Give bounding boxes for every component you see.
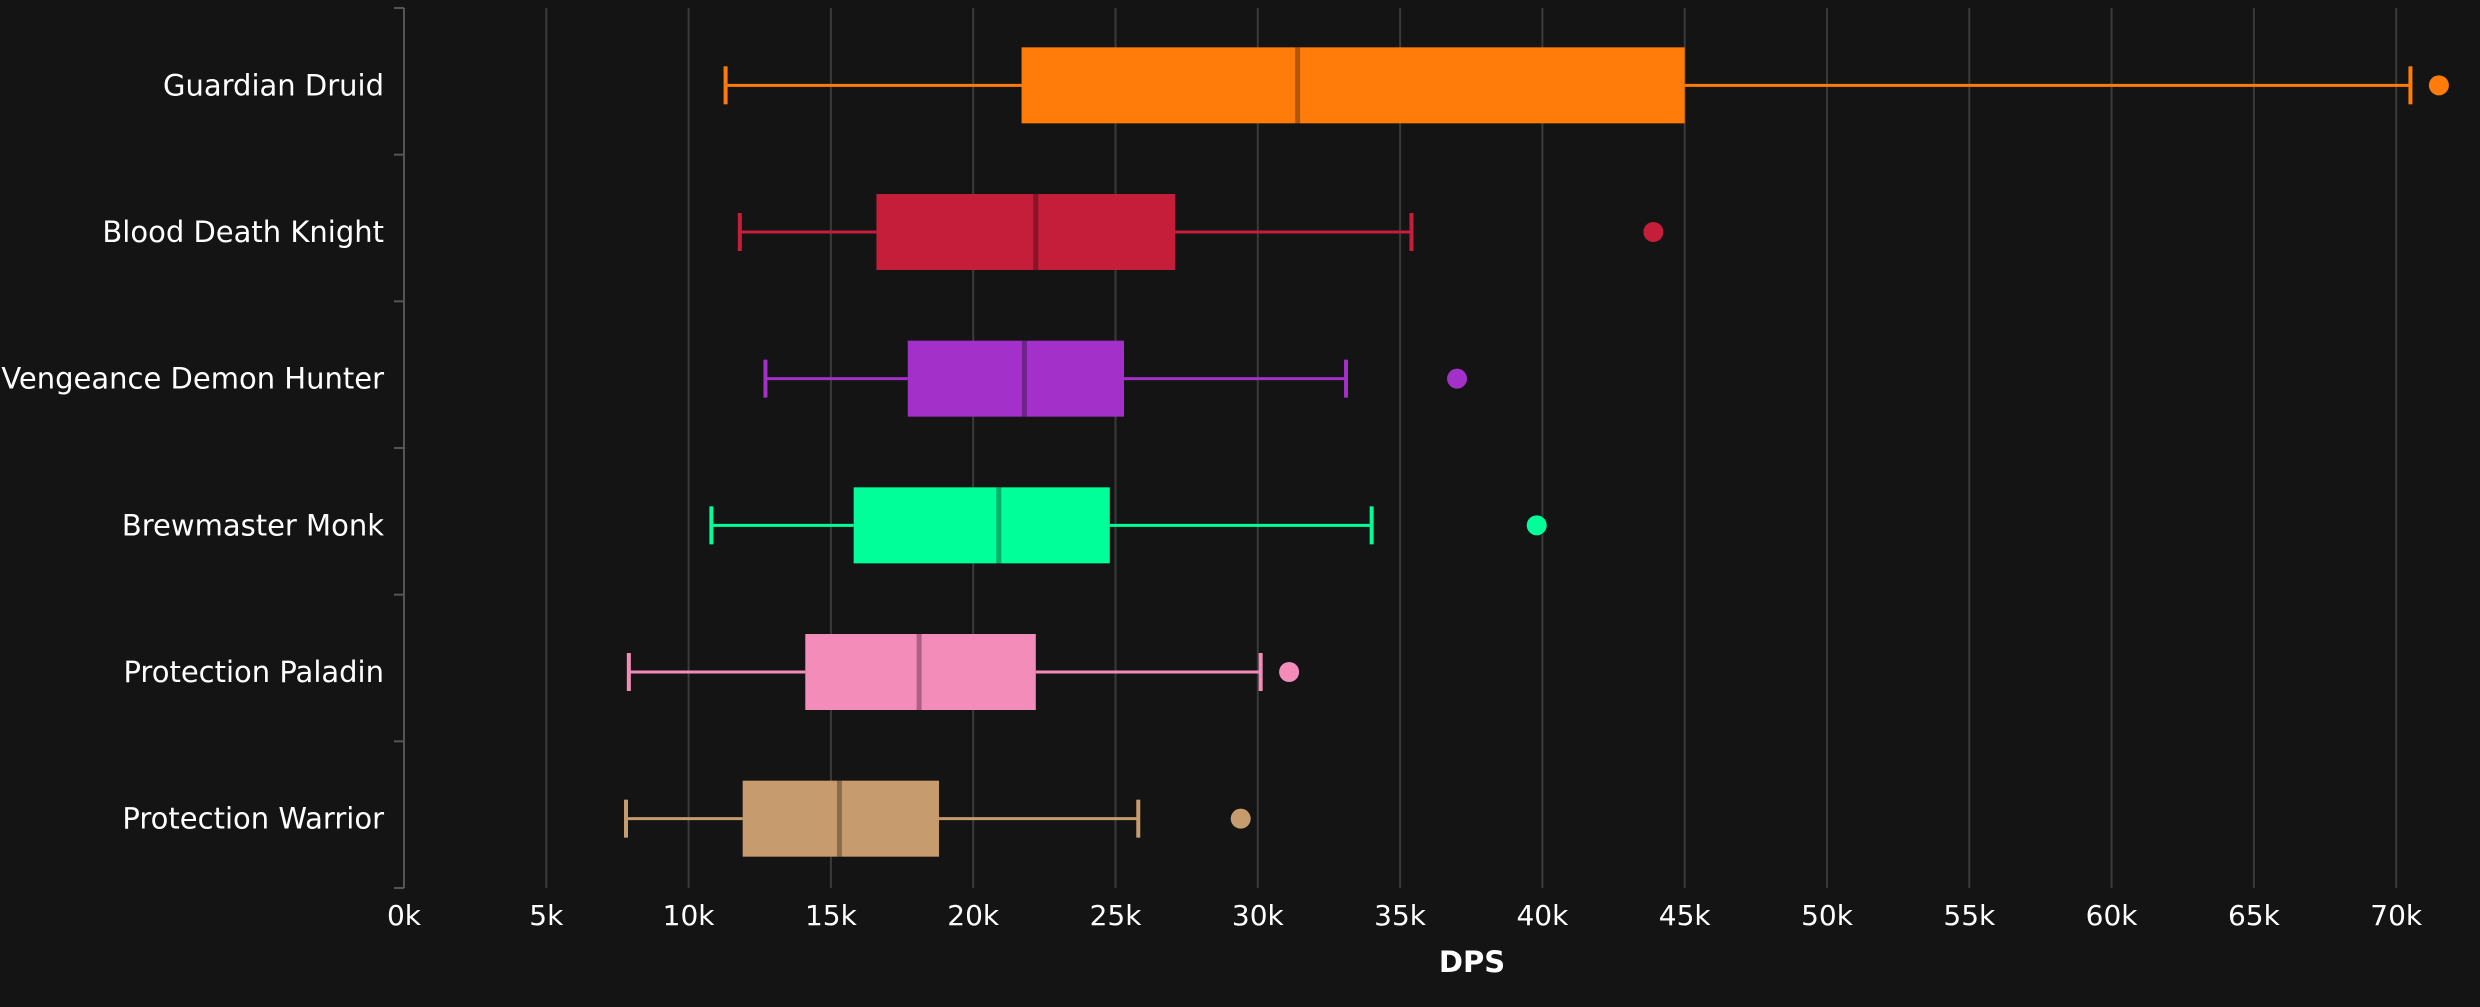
- x-tick-label: 45k: [1659, 899, 1712, 932]
- x-tick-label: 30k: [1232, 899, 1285, 932]
- box-plots: [623, 47, 2449, 857]
- x-axis-title: DPS: [1439, 945, 1505, 979]
- grid-lines: [394, 7, 2398, 889]
- iqr-box: [742, 780, 940, 857]
- x-tick-label: 35k: [1374, 899, 1427, 932]
- iqr-box: [1021, 47, 1685, 124]
- outlier-point: [1447, 368, 1468, 389]
- box-group: [763, 340, 1468, 417]
- x-tick-label: 50k: [1801, 899, 1854, 932]
- x-tick-label: 60k: [2086, 899, 2139, 932]
- category-label: Brewmaster Monk: [122, 508, 384, 542]
- outlier-point: [1526, 515, 1547, 536]
- outlier-point: [1230, 808, 1251, 829]
- box-group: [723, 47, 2449, 124]
- category-label: Vengeance Demon Hunter: [1, 362, 384, 396]
- category-labels: Guardian Druid Blood Death Knight Vengeanc…: [1, 68, 384, 835]
- iqr-box: [907, 340, 1125, 417]
- iqr-box: [876, 194, 1176, 270]
- x-tick-label: 15k: [805, 899, 858, 932]
- x-tick-label: 10k: [663, 899, 716, 932]
- category-label: Protection Paladin: [123, 655, 384, 689]
- x-tick-label: 25k: [1090, 899, 1143, 932]
- outlier-point: [1643, 222, 1664, 242]
- outlier-point: [1279, 662, 1300, 682]
- outlier-point: [2428, 75, 2449, 96]
- x-tick-label: 5k: [529, 899, 564, 932]
- x-tick-label: 40k: [1516, 899, 1569, 932]
- box-group: [623, 780, 1251, 857]
- category-label: Protection Warrior: [122, 802, 384, 836]
- box-group: [709, 487, 1547, 564]
- box-group: [626, 634, 1300, 710]
- iqr-box: [805, 634, 1036, 710]
- x-tick-label: 65k: [2228, 899, 2281, 932]
- category-label: Guardian Druid: [163, 68, 384, 102]
- x-tick-label: 20k: [947, 899, 1000, 932]
- iqr-box: [853, 487, 1110, 564]
- x-tick-label: 0k: [387, 899, 422, 932]
- x-tick-label: 55k: [1943, 899, 1996, 932]
- category-label: Blood Death Knight: [102, 215, 384, 249]
- x-tick-label: 70k: [2370, 899, 2423, 932]
- x-axis-ticks: 0k 5k 10k 15k 20k 25k 30k 35k 40k 45k 50k 55k 60k 65k…: [387, 899, 2423, 932]
- box-group: [737, 194, 1664, 270]
